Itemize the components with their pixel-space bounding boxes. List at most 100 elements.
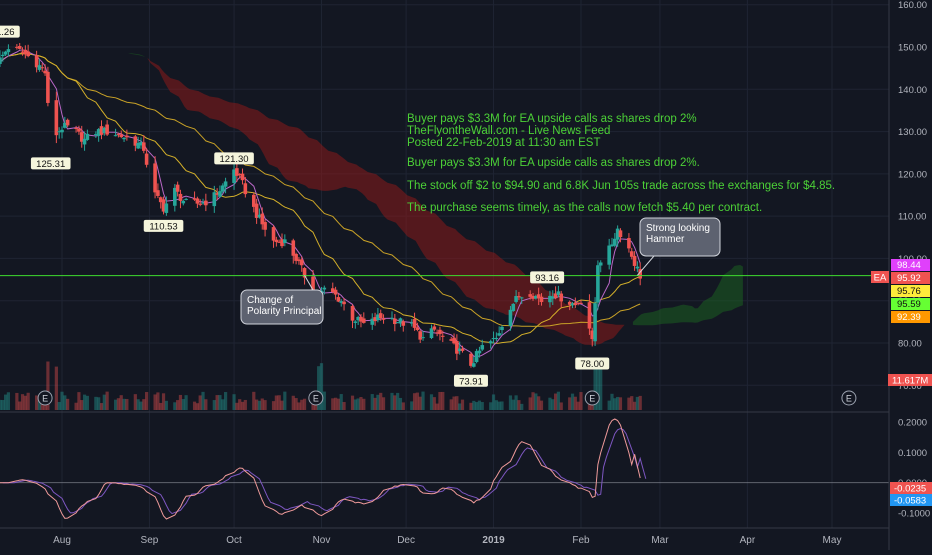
candle-body (553, 293, 558, 298)
candle-body (271, 227, 276, 241)
y-tick-label: 110.00 (898, 212, 926, 223)
candle-body (350, 305, 355, 321)
volume-bar (553, 393, 558, 410)
candle-body (500, 326, 504, 331)
earnings-marker[interactable]: E (841, 390, 857, 406)
candle-body (359, 316, 363, 322)
candle-body (556, 291, 561, 296)
candle-body (615, 228, 620, 240)
volume-bar (238, 399, 242, 410)
candle-body (618, 230, 623, 238)
volume-bar (0, 399, 2, 410)
volume-bar (195, 403, 199, 410)
ma-slow-line (0, 53, 641, 327)
candle-body (82, 138, 87, 145)
candle-body (376, 314, 380, 321)
candle-body (491, 338, 496, 340)
earnings-marker[interactable]: E (308, 390, 324, 406)
candle-body (570, 303, 575, 306)
candle-body (277, 241, 281, 243)
volume-bar (618, 397, 623, 410)
volume-bar (494, 400, 498, 410)
candle-body (260, 213, 265, 225)
candle-body (339, 301, 344, 303)
volume-bar (122, 398, 126, 410)
x-axis: Aug Sep Oct Nov Dec 2019 Feb Mar Apr May (53, 535, 841, 546)
callout-text: Change of (247, 295, 293, 306)
volume-bar (1, 399, 5, 410)
candle-body (280, 239, 284, 247)
volume-bar (240, 401, 245, 410)
candle-body (15, 46, 19, 48)
candle-body (212, 192, 217, 207)
volume-bar (500, 401, 504, 410)
earnings-letter: E (313, 394, 319, 404)
candle-body (136, 142, 140, 149)
candle-body (421, 337, 425, 339)
candle-body (356, 316, 360, 321)
candle-body (378, 313, 383, 319)
candle-body (638, 269, 643, 279)
callout-text: Strong looking (646, 223, 710, 234)
candle-body (429, 328, 434, 339)
candle-body (122, 137, 126, 140)
volume-bar (551, 399, 555, 410)
y-tick-label: 120.00 (898, 169, 927, 180)
volume-bar (260, 398, 264, 410)
volume-bar (23, 395, 27, 410)
volume-bar (274, 395, 278, 410)
volume-bar (57, 402, 61, 410)
volume-bar (102, 394, 106, 410)
candle-body (497, 333, 501, 336)
price-badge (891, 272, 930, 284)
candle-body (297, 259, 301, 262)
candle-body (94, 134, 98, 136)
candle-body (629, 251, 634, 257)
volume-bar (534, 393, 538, 410)
osc-main-line (0, 418, 641, 520)
candle-body (65, 119, 70, 126)
candle-body (173, 187, 177, 206)
news-posted: Posted 22-Feb-2019 at 11:30 am EST (407, 137, 600, 149)
candle-body (220, 185, 225, 192)
volume-bar (300, 399, 304, 410)
cloud-bearish (147, 58, 625, 345)
candle-body (158, 197, 163, 203)
price-label-box (453, 374, 488, 387)
volume-bar (579, 392, 583, 410)
candle-body (20, 51, 25, 53)
volume-bar (441, 391, 445, 410)
price-label-box (143, 219, 184, 232)
volume-bar (613, 398, 617, 410)
volume-bar (156, 392, 160, 410)
volume-bar (176, 400, 180, 410)
candle-body (192, 198, 197, 200)
candle-body (550, 296, 555, 299)
candle-body (141, 142, 146, 151)
volume-bar (133, 394, 137, 410)
candle-body (455, 340, 459, 354)
volume-bar (142, 399, 146, 410)
candle-body (452, 337, 456, 344)
candle-body (409, 322, 414, 324)
volume-bar (573, 396, 577, 410)
osc-badge-text: -0.0583 (894, 496, 926, 507)
candle-body (627, 238, 631, 249)
volume-bar (6, 392, 11, 410)
volume-bar (46, 361, 50, 410)
volume-bar (173, 402, 177, 410)
candle-body (0, 57, 2, 64)
osc-signal-line (2, 427, 647, 515)
earnings-marker[interactable]: E (37, 390, 53, 406)
earnings-marker[interactable]: E (584, 390, 600, 406)
x-tick-label: Feb (572, 535, 590, 546)
volume-bar (15, 392, 19, 410)
volume-bar (472, 400, 476, 410)
volume-bar (531, 392, 535, 410)
candle-body (23, 49, 28, 55)
candle-body (294, 253, 298, 261)
candle-body (613, 238, 617, 246)
